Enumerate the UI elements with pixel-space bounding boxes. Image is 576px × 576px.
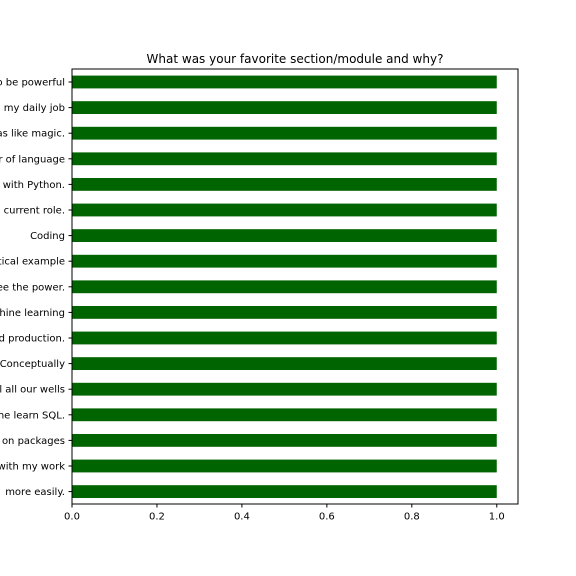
bar — [72, 254, 497, 268]
x-tick-label: 1.0 — [489, 512, 505, 523]
bar — [72, 203, 497, 217]
bar — [72, 382, 497, 396]
y-tick-label: on packages — [2, 436, 65, 447]
x-tick-label: 0.4 — [234, 512, 250, 523]
y-tick-label: he learn SQL. — [0, 410, 65, 421]
bar — [72, 178, 497, 191]
x-axis-ticks: 0.0 0.2 0.4 0.6 0.8 1.0 — [64, 504, 505, 523]
bar — [72, 126, 497, 140]
plot-frame — [71, 68, 519, 505]
bar — [72, 152, 497, 166]
x-tick-label: 0.8 — [404, 512, 420, 523]
y-tick-label: r of language — [0, 154, 65, 165]
y-tick-label: Conceptually — [0, 359, 65, 370]
y-tick-label: my daily job — [4, 103, 65, 114]
bar — [72, 459, 497, 473]
chart-title: What was your favorite section/module an… — [147, 52, 444, 66]
y-tick-label: more easily. — [5, 487, 65, 498]
bars-group — [72, 75, 497, 498]
y-tick-label: tical example — [0, 257, 65, 268]
bar — [72, 357, 497, 370]
x-tick-label: 0.2 — [149, 512, 165, 523]
bar — [72, 101, 497, 114]
bar — [72, 229, 497, 242]
y-tick-label: o be powerful — [0, 78, 65, 89]
y-tick-label: with my work — [0, 462, 65, 473]
y-tick-label: hine learning — [0, 308, 65, 319]
y-tick-label: Coding — [30, 231, 65, 242]
y-tick-label: d production. — [0, 334, 65, 345]
x-tick-label: 0.0 — [64, 512, 80, 523]
bar — [72, 280, 497, 294]
bar — [72, 434, 497, 447]
bar — [72, 306, 497, 319]
y-axis-ticks: o be powerful my daily job as like magic. r… — [0, 78, 72, 498]
y-tick-label: ee the power. — [0, 282, 65, 293]
bar — [72, 408, 497, 422]
y-tick-label: with Python. — [3, 180, 65, 191]
bar — [72, 331, 497, 345]
y-tick-label: l all our wells — [0, 385, 65, 396]
bar — [72, 485, 497, 498]
y-tick-label: current role. — [4, 206, 65, 217]
y-tick-label: as like magic. — [0, 129, 65, 140]
x-tick-label: 0.6 — [319, 512, 335, 523]
bar — [72, 75, 497, 89]
